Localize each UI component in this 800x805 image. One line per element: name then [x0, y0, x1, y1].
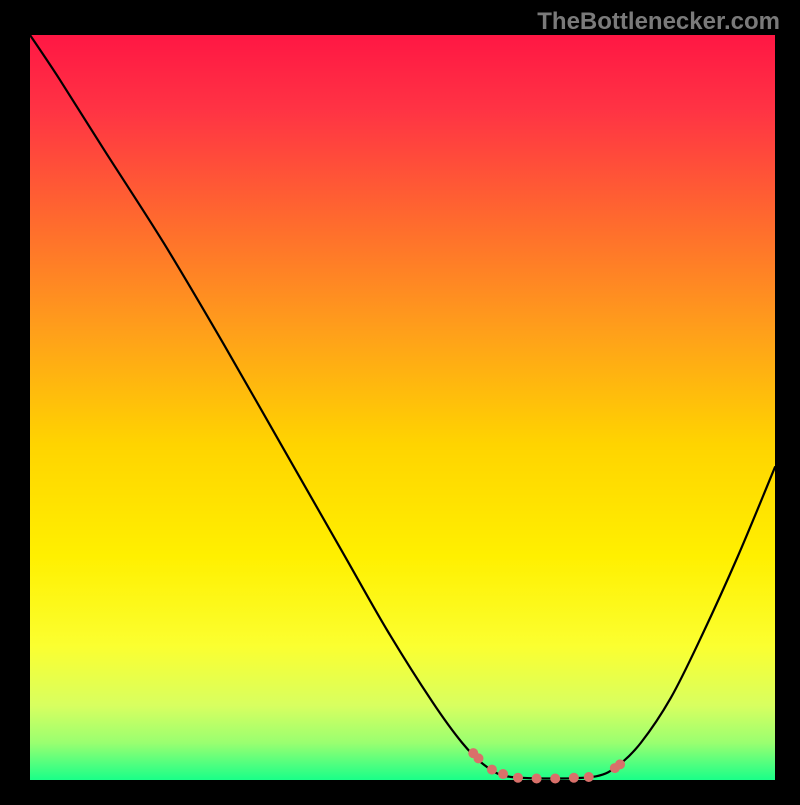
trough-marker — [550, 774, 560, 784]
chart-canvas: TheBottlenecker.com — [0, 0, 800, 800]
watermark-text: TheBottlenecker.com — [537, 8, 780, 36]
trough-marker — [473, 753, 483, 763]
gradient-rect — [30, 35, 775, 780]
plot-svg — [0, 0, 800, 800]
plot-group — [30, 35, 775, 784]
trough-marker — [584, 772, 594, 782]
trough-marker — [615, 759, 625, 769]
trough-marker — [532, 774, 542, 784]
trough-marker — [513, 773, 523, 783]
trough-marker — [569, 773, 579, 783]
trough-marker — [498, 769, 508, 779]
trough-marker — [487, 765, 497, 775]
